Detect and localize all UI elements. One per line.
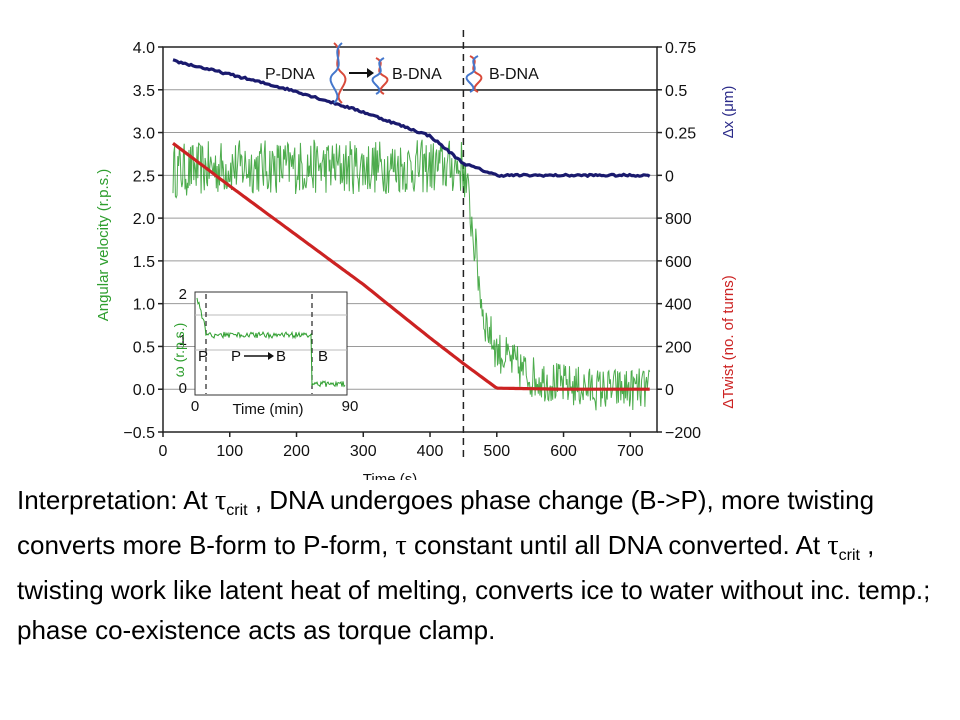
tau-symbol: τ [215, 485, 227, 516]
x-tick-label: 200 [283, 443, 310, 460]
y-left-tick-label: 1.0 [133, 297, 155, 314]
y-right-top-tick-label: 0.75 [665, 40, 696, 57]
dna-helix-icon [371, 57, 389, 95]
y-right-top-tick-label: 0.25 [665, 126, 696, 143]
twist-line [172, 142, 650, 391]
caption-text: constant until all DNA converted. At [406, 530, 828, 560]
caption-text: , DNA undergoes phase change (B->P), mor… [17, 485, 882, 560]
inset-frame [194, 291, 348, 396]
right-top-axis-title: Δx (μm) [720, 86, 737, 139]
y-right-bottom-tick-label: 200 [665, 339, 692, 356]
x-tick-label: 100 [216, 443, 243, 460]
y-right-bottom-tick-label: 0 [665, 382, 674, 399]
y-right-bottom-tick-label: 400 [665, 297, 692, 314]
inset-series [196, 297, 346, 388]
inset-y-axis-title: ω (r.p.s.) [171, 323, 187, 378]
inset-region-label: P [198, 348, 208, 365]
plot-frame [162, 46, 658, 433]
caption-text: , twisting work like latent heat of melt… [17, 530, 938, 645]
annotation-p-dna: P-DNA [265, 66, 315, 83]
tau-symbol: τ [827, 530, 839, 561]
x-tick-label: 500 [483, 443, 510, 460]
inset-region-label: B [276, 348, 286, 365]
inset-arrowhead [268, 352, 274, 360]
left-axis-ticks: 4.0 3.5 3.0 2.5 2.0 1.5 1.0 0.5 0.0 −0.5 [123, 40, 163, 442]
caption-text: Interpretation: At [17, 485, 216, 515]
y-right-bottom-tick-label: −200 [665, 425, 701, 442]
y-left-tick-label: 2.5 [133, 168, 155, 185]
inset-x-tick: 90 [342, 398, 359, 415]
x-tick-label: 700 [617, 443, 644, 460]
x-tick-label: 300 [350, 443, 377, 460]
y-left-tick-label: 4.0 [133, 40, 155, 57]
inset-x-axis-title: Time (min) [232, 401, 303, 418]
annotation-b-dna: B-DNA [489, 66, 539, 83]
annotation-arrowhead [367, 68, 374, 78]
y-left-tick-label: 1.5 [133, 254, 155, 271]
y-right-top-tick-label: 0 [665, 168, 674, 185]
dna-state-annotation: P-DNA B-DNA B-DNA [265, 42, 657, 104]
inset-region-label: P [231, 348, 241, 365]
crit-subscript: crit [226, 502, 248, 519]
y-left-tick-label: 3.0 [133, 126, 155, 143]
annotation-b-dna-mixed: B-DNA [392, 66, 442, 83]
inset-y-tick: 1 [179, 332, 187, 349]
x-tick-label: 400 [417, 443, 444, 460]
inset-region-label: B [318, 348, 328, 365]
y-left-tick-label: 2.0 [133, 211, 155, 228]
y-left-tick-label: 0.0 [133, 382, 155, 399]
y-right-bottom-tick-label: 600 [665, 254, 692, 271]
dna-helix-icon [329, 42, 347, 104]
interpretation-caption: Interpretation: At τcrit , DNA undergoes… [17, 480, 947, 650]
x-axis-title: Time (s) [363, 471, 417, 480]
y-right-top-tick-label: 0.5 [665, 83, 687, 100]
crit-subscript: crit [838, 547, 860, 564]
figure: 4.03.53.02.52.01.51.00.50.0−0.5 0.750.50… [95, 30, 737, 480]
x-tick-label: 0 [159, 443, 168, 460]
y-left-tick-label: 3.5 [133, 83, 155, 100]
right-bottom-axis-ticks: 800 600 400 200 0 −200 [657, 211, 701, 442]
angular-velocity-line [172, 139, 651, 411]
dna-helix-icon [465, 55, 483, 93]
inset-y-tick: 0 [179, 380, 187, 397]
x-tick-label: 600 [550, 443, 577, 460]
inset-x-tick: 0 [191, 398, 199, 415]
inset-y-tick: 2 [179, 286, 187, 303]
extension-line [172, 58, 651, 178]
y-left-tick-label: 0.5 [133, 339, 155, 356]
inset-angular-velocity-line [196, 297, 346, 388]
left-axis-title: Angular velocity (r.p.s.) [95, 169, 112, 322]
right-top-axis-ticks: 0.75 0.5 0.25 0 [657, 40, 696, 185]
right-bottom-axis-title: ΔTwist (no. of turns) [720, 275, 737, 408]
series-layer [172, 58, 651, 411]
x-axis-ticks: 0 100 200 300 400 500 600 700 [159, 432, 644, 460]
tau-symbol: τ [395, 530, 407, 561]
inset-chart: 2 1 0 0 90 Time (min) ω (r.p.s.) P P B B [171, 286, 358, 418]
y-left-tick-label: −0.5 [123, 425, 155, 442]
y-right-bottom-tick-label: 800 [665, 211, 692, 228]
